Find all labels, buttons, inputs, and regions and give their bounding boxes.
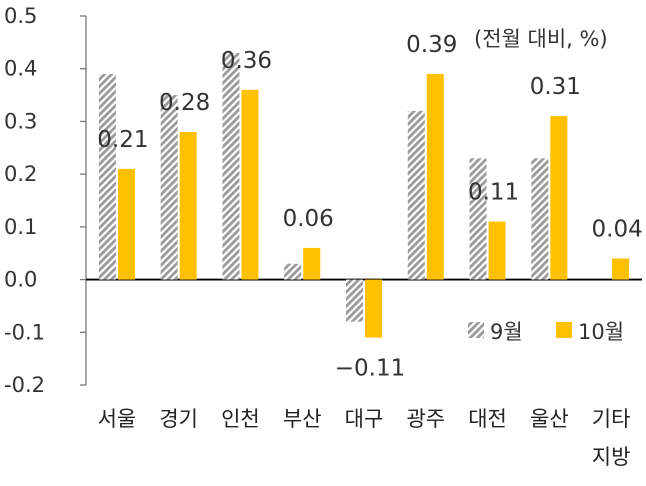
y-tick-label: 0.2 bbox=[4, 162, 37, 186]
bar-9월 bbox=[531, 158, 549, 280]
bar-10월 bbox=[612, 258, 630, 280]
bar-10월 bbox=[426, 73, 444, 280]
category-label: 대구 bbox=[345, 407, 384, 431]
bar-9월 bbox=[346, 279, 363, 322]
category-label: 경기 bbox=[159, 407, 198, 431]
bar-10월 bbox=[179, 131, 197, 280]
y-tick-label: -0.2 bbox=[4, 373, 45, 397]
category-label: 기타 bbox=[592, 407, 631, 431]
category-label: 지방 bbox=[592, 445, 631, 469]
data-label: 0.04 bbox=[592, 216, 643, 242]
y-tick-label: -0.1 bbox=[4, 320, 45, 344]
bar-9월 bbox=[222, 52, 240, 280]
bar-10월 bbox=[241, 89, 259, 280]
category-label: 서울 bbox=[98, 407, 137, 431]
bar-9월 bbox=[98, 73, 116, 280]
category-label: 부산 bbox=[283, 407, 322, 431]
unit-note: (전월 대비, %) bbox=[474, 27, 608, 51]
data-label: −0.11 bbox=[335, 356, 405, 382]
bar-10월 bbox=[550, 116, 568, 280]
legend-swatch-9 bbox=[468, 322, 484, 338]
data-label: 0.11 bbox=[468, 180, 519, 206]
legend-label-9: 9월 bbox=[490, 320, 523, 344]
category-label: 광주 bbox=[406, 407, 445, 431]
bar-10월 bbox=[117, 168, 135, 280]
bar-10월 bbox=[365, 279, 382, 338]
bar-9월 bbox=[407, 110, 425, 280]
y-tick-label: 0.5 bbox=[4, 4, 37, 28]
data-label: 0.21 bbox=[97, 127, 148, 153]
legend: 9월 10월 bbox=[468, 320, 624, 344]
y-tick-label: 0.3 bbox=[4, 109, 37, 133]
y-tick-label: 0.0 bbox=[4, 268, 37, 292]
data-label: 0.36 bbox=[221, 48, 272, 74]
bar-10월 bbox=[488, 221, 506, 280]
category-label: 대전 bbox=[468, 407, 507, 431]
data-label: 0.31 bbox=[530, 74, 581, 100]
bar-9월 bbox=[160, 95, 178, 280]
bar-9월 bbox=[284, 263, 302, 280]
bar-9월 bbox=[469, 158, 487, 280]
legend-swatch-10 bbox=[556, 322, 572, 338]
data-label: 0.39 bbox=[406, 32, 457, 58]
legend-label-10: 10월 bbox=[578, 320, 624, 344]
category-label: 인천 bbox=[221, 407, 260, 431]
y-tick-label: 0.4 bbox=[4, 57, 37, 81]
data-label: 0.06 bbox=[283, 206, 334, 232]
y-tick-label: 0.1 bbox=[4, 215, 37, 239]
bar-10월 bbox=[303, 247, 321, 280]
category-label: 울산 bbox=[530, 407, 569, 431]
data-label: 0.28 bbox=[159, 90, 210, 116]
